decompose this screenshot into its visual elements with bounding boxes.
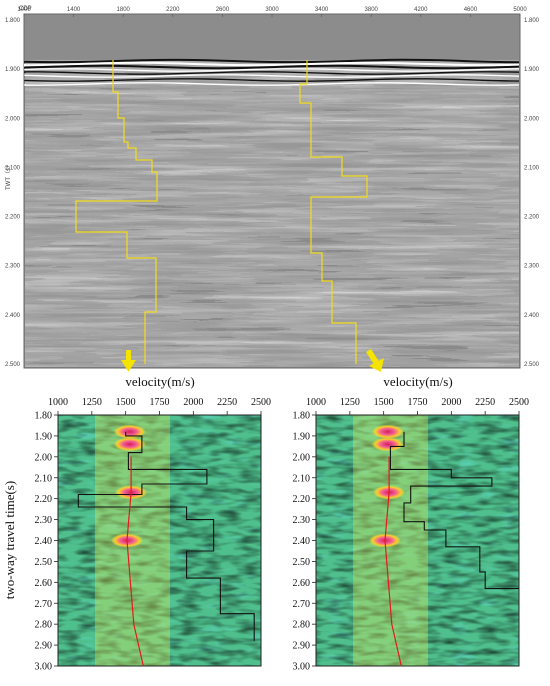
y-tick-label: 2.00 bbox=[293, 452, 311, 463]
x-tick-label: 1500 bbox=[374, 397, 394, 408]
semblance-peak bbox=[371, 424, 404, 439]
y-tick-label: 2.20 bbox=[35, 494, 53, 505]
y-tick-label: 2.50 bbox=[293, 557, 311, 568]
x-tick-label: 1750 bbox=[150, 397, 170, 408]
time-tick-label-right: 2.300 bbox=[524, 264, 540, 270]
semblance-peak bbox=[113, 424, 146, 439]
arrow-down-left-icon bbox=[121, 350, 136, 372]
twt-axis-label: TWT（s） bbox=[5, 162, 12, 190]
y-tick-label: 2.80 bbox=[293, 620, 311, 631]
x-tick-label: 2200 bbox=[166, 7, 180, 13]
y-tick-label: 2.80 bbox=[35, 620, 53, 631]
x-tick-label: 2000 bbox=[183, 397, 203, 408]
time-tick-label-right: 2.200 bbox=[524, 215, 540, 221]
y-tick-label: 2.90 bbox=[293, 641, 311, 652]
x-tick-label: 1250 bbox=[82, 397, 102, 408]
interval-velocity-line bbox=[389, 431, 519, 590]
x-tick-label: 1800 bbox=[117, 7, 131, 13]
seismic-section: 1000 1400 1800 2200 2600 3000 3400 3800 4200 4600… bbox=[5, 6, 540, 372]
x-tick-label: 3000 bbox=[265, 7, 279, 13]
y-tick-label: 2.30 bbox=[35, 515, 53, 526]
x-tick-label: 1000 bbox=[17, 7, 31, 13]
velocity-panel-right: velocity(m/s) 1000 1250 1500 1750 2000 2250 25… bbox=[293, 374, 530, 673]
semblance-map bbox=[58, 415, 261, 666]
semblance-map bbox=[316, 415, 519, 666]
semblance-peak bbox=[113, 437, 146, 452]
panel-title: velocity(m/s) bbox=[383, 374, 452, 389]
time-tick-label: 2.100 bbox=[5, 165, 21, 171]
x-tick-label: 1400 bbox=[67, 7, 81, 13]
y-tick-label: 1.90 bbox=[35, 431, 53, 442]
x-tick-label: 1500 bbox=[116, 397, 136, 408]
rms-velocity-trend-line bbox=[384, 456, 402, 666]
y-tick-label: 2.50 bbox=[35, 557, 53, 568]
y-tick-label: 2.60 bbox=[35, 578, 53, 589]
water-column bbox=[25, 15, 519, 59]
velocity-panels-svg: velocity(m/s) 1000 1250 1500 1750 2000 2250 25… bbox=[2, 374, 530, 673]
x-tick-label: 1000 bbox=[306, 397, 326, 408]
y-tick-label: 1.80 bbox=[293, 411, 311, 422]
time-tick-label-right: 1.900 bbox=[524, 67, 540, 73]
y-tick-label: 2.00 bbox=[35, 452, 53, 463]
x-tick-label: 1250 bbox=[340, 397, 360, 408]
time-tick-label: 2.500 bbox=[5, 362, 21, 368]
time-tick-label: 1.800 bbox=[5, 18, 21, 24]
x-tick-label: 2250 bbox=[475, 397, 495, 408]
velocity-trace-right bbox=[299, 60, 368, 364]
cdp-label: CDP bbox=[19, 6, 32, 12]
semblance-peak bbox=[371, 437, 404, 452]
y-tick-label: 3.00 bbox=[35, 662, 53, 673]
x-tick-label: 1750 bbox=[408, 397, 428, 408]
y-axis-label: two-way travel time(s) bbox=[2, 481, 17, 599]
time-tick-label-right: 2.400 bbox=[524, 313, 540, 319]
x-tick-label: 2500 bbox=[251, 397, 271, 408]
time-tick-label-right: 1.800 bbox=[524, 18, 540, 24]
seismic-reflections bbox=[25, 60, 519, 367]
x-tick-label: 5000 bbox=[513, 7, 527, 13]
time-tick-label: 2.300 bbox=[5, 264, 21, 270]
rms-velocity-trend-line bbox=[126, 456, 144, 666]
time-tick-label-right: 2.500 bbox=[524, 362, 540, 368]
time-tick-label: 1.900 bbox=[5, 67, 21, 73]
seismic-section-figure: 1000 1400 1800 2200 2600 3000 3400 3800 4200 4600… bbox=[5, 6, 540, 372]
time-tick-label: 2.000 bbox=[5, 116, 21, 122]
y-tick-label: 2.20 bbox=[293, 494, 311, 505]
y-tick-label: 3.00 bbox=[293, 662, 311, 673]
x-tick-label: 2500 bbox=[509, 397, 529, 408]
y-tick-label: 2.70 bbox=[35, 599, 53, 610]
y-tick-label: 1.80 bbox=[35, 411, 53, 422]
y-tick-label: 2.10 bbox=[293, 473, 311, 484]
y-tick-label: 2.70 bbox=[293, 599, 311, 610]
interval-velocity-line bbox=[77, 431, 255, 641]
x-tick-label: 3800 bbox=[365, 7, 379, 13]
y-tick-label: 2.60 bbox=[293, 578, 311, 589]
y-tick-label: 2.40 bbox=[293, 536, 311, 547]
panel-title: velocity(m/s) bbox=[125, 374, 194, 389]
x-tick-label: 3400 bbox=[315, 7, 329, 13]
y-tick-label: 2.30 bbox=[293, 515, 311, 526]
arrow-down-right-icon bbox=[366, 349, 384, 372]
y-tick-label: 2.10 bbox=[35, 473, 53, 484]
x-tick-label: 4600 bbox=[464, 7, 478, 13]
time-tick-label-right: 2.000 bbox=[524, 116, 540, 122]
velocity-trace-left bbox=[75, 60, 158, 364]
velocity-panel-left: velocity(m/s) 1000 1250 1500 1750 2000 2250 25… bbox=[2, 374, 271, 673]
time-tick-label: 2.400 bbox=[5, 313, 21, 319]
y-tick-label: 2.90 bbox=[35, 641, 53, 652]
time-tick-label: 2.200 bbox=[5, 215, 21, 221]
x-tick-label: 4200 bbox=[414, 7, 428, 13]
y-tick-label: 2.40 bbox=[35, 536, 53, 547]
x-tick-label: 2250 bbox=[217, 397, 237, 408]
x-tick-label: 2600 bbox=[216, 7, 230, 13]
seafloor-reflector bbox=[24, 58, 520, 86]
time-tick-label-right: 2.100 bbox=[524, 165, 540, 171]
x-tick-label: 1000 bbox=[48, 397, 68, 408]
x-tick-label: 2000 bbox=[441, 397, 461, 408]
y-tick-label: 1.90 bbox=[293, 431, 311, 442]
velocity-panels: velocity(m/s) 1000 1250 1500 1750 2000 2250 25… bbox=[0, 372, 550, 681]
